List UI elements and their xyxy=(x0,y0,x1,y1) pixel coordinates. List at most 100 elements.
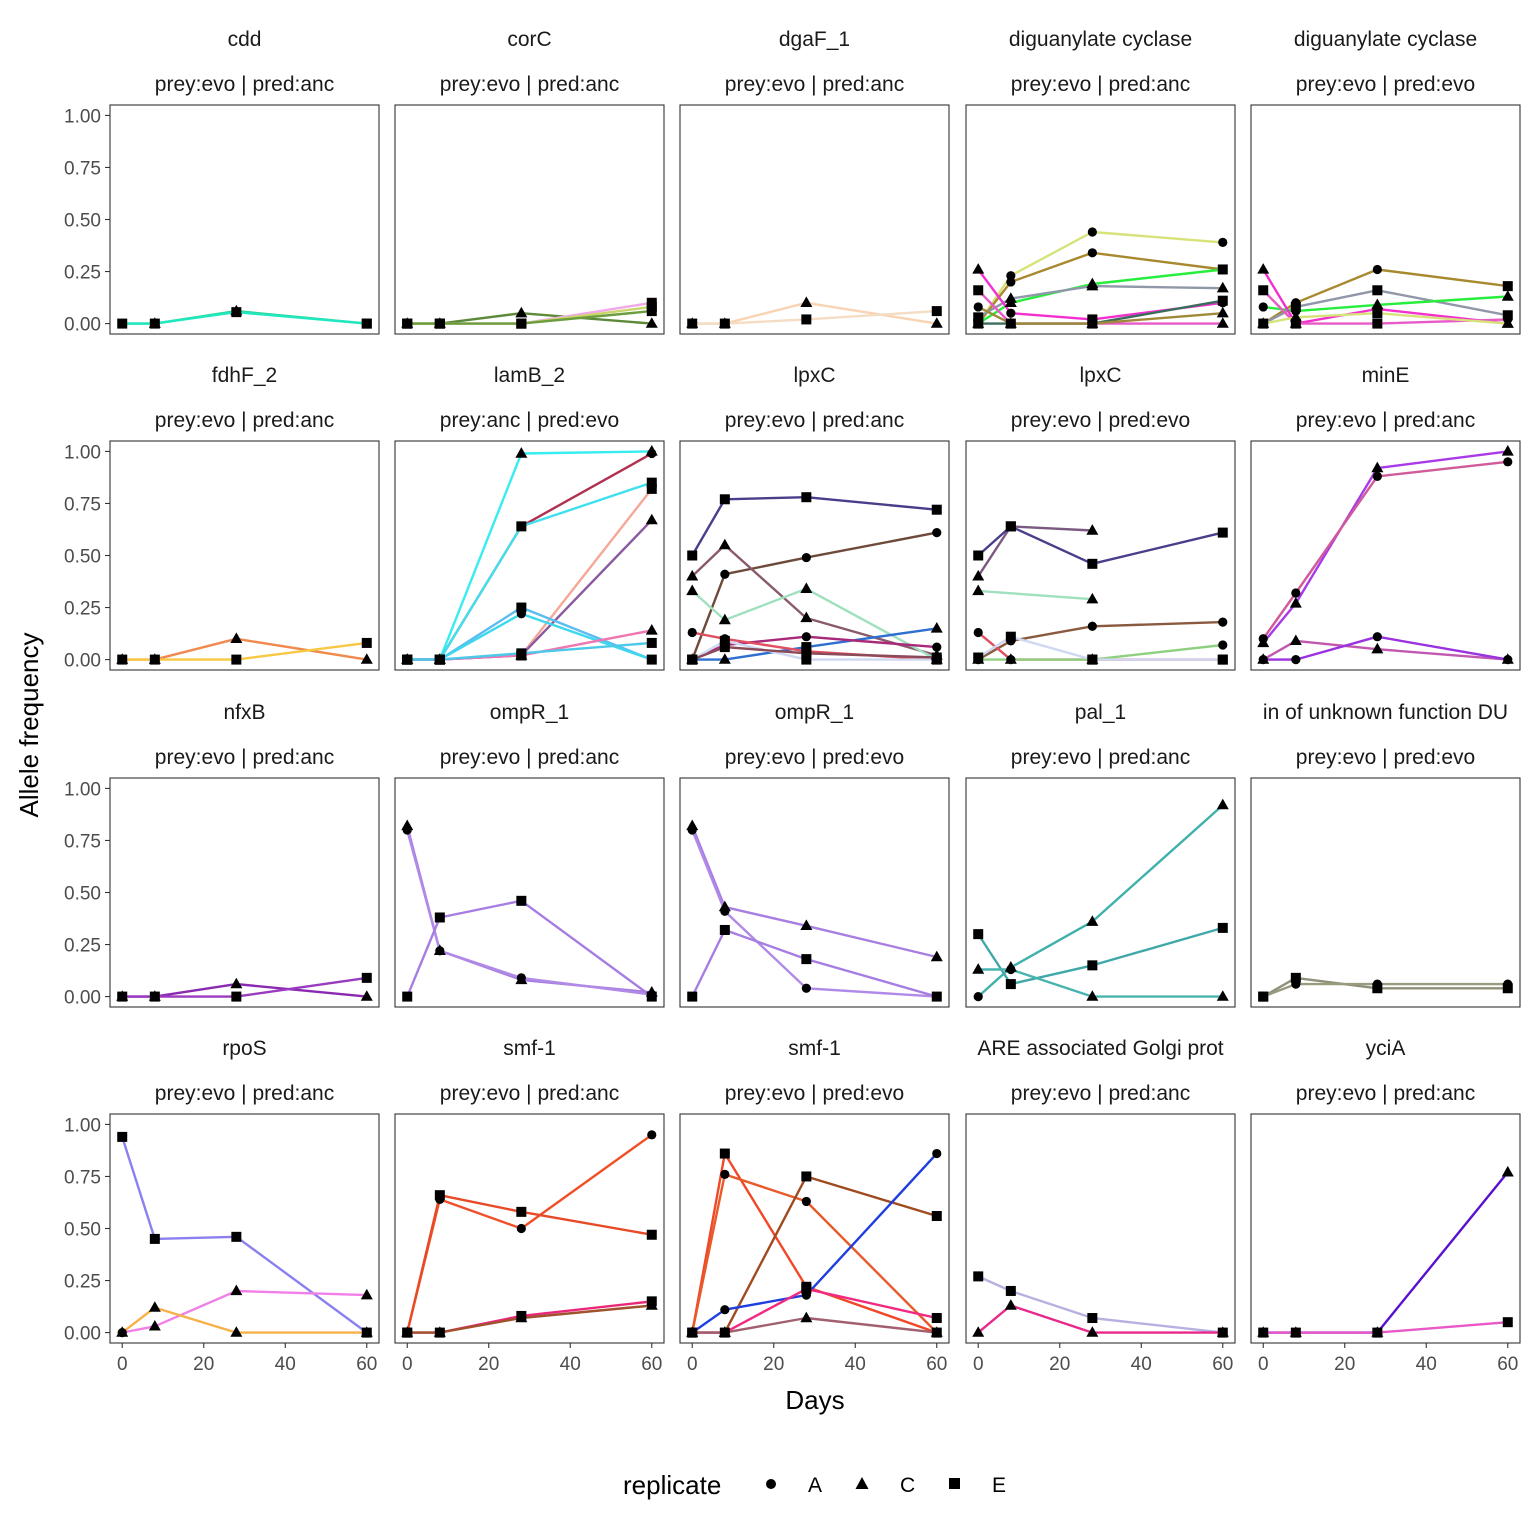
data-point-triangle xyxy=(972,963,985,974)
data-point-triangle xyxy=(930,1326,943,1337)
data-point-circle xyxy=(1006,964,1016,975)
data-point-square xyxy=(719,318,730,329)
data-point-square xyxy=(719,924,730,935)
facet-treatment-label: prey:evo | pred:anc xyxy=(1011,73,1190,96)
series-line xyxy=(692,309,937,325)
series-line xyxy=(691,1173,938,1334)
data-point-square xyxy=(719,1148,730,1159)
facet-gene-label: cdd xyxy=(228,28,262,51)
data-point-square xyxy=(801,648,812,659)
data-point-square xyxy=(801,314,812,325)
series-line xyxy=(691,928,938,998)
data-point-triangle xyxy=(645,624,658,635)
data-point-circle xyxy=(1503,979,1513,989)
data-point-triangle xyxy=(686,1326,699,1337)
data-point-square xyxy=(149,1233,160,1244)
facet-treatment-label: prey:evo | pred:anc xyxy=(440,746,619,769)
panel-border xyxy=(394,1113,665,1344)
data-point-square xyxy=(1005,631,1016,642)
data-point-triangle xyxy=(1086,279,1099,291)
x-tick-label: 60 xyxy=(1497,1354,1518,1375)
facet-treatment-label: prey:evo | pred:anc xyxy=(440,73,619,96)
data-point-circle xyxy=(1218,617,1228,627)
data-point-square xyxy=(149,654,160,665)
panel-content xyxy=(116,1131,373,1338)
data-point-triangle xyxy=(718,1326,731,1337)
facet-panel: cdd prey:evo | pred:anc 0.00 0.25 0.50 0.75 1.… xyxy=(64,28,380,336)
facet-treatment-label: prey:evo | pred:evo xyxy=(1296,73,1475,96)
y-tick-label: 0.75 xyxy=(64,1167,101,1188)
facet-gene-label: lpxC xyxy=(1079,364,1121,387)
data-point-triangle xyxy=(230,977,243,989)
data-point-triangle xyxy=(800,1311,813,1323)
data-point-square xyxy=(231,991,242,1002)
x-tick-label: 40 xyxy=(560,1354,581,1375)
series-line xyxy=(691,1152,938,1334)
data-point-circle xyxy=(1258,634,1268,644)
facet-gene-label: corC xyxy=(507,28,551,51)
legend-title: replicate xyxy=(623,1470,721,1500)
data-point-circle xyxy=(516,609,526,619)
data-point-circle xyxy=(1291,588,1301,598)
series-line xyxy=(407,1304,652,1334)
data-point-triangle xyxy=(1501,1165,1514,1177)
facet-gene-label: rpoS xyxy=(222,1037,266,1060)
facet-treatment-label: prey:evo | pred:anc xyxy=(440,1082,619,1105)
x-tick-label: 40 xyxy=(1131,1354,1152,1375)
data-point-triangle xyxy=(686,569,699,581)
data-point-triangle xyxy=(1004,292,1017,303)
data-point-square xyxy=(1217,295,1228,306)
panel-content xyxy=(116,632,373,665)
data-point-square xyxy=(801,492,812,503)
data-point-circle xyxy=(1087,248,1097,258)
data-point-triangle xyxy=(800,919,813,931)
data-point-triangle xyxy=(360,653,373,664)
series-line xyxy=(407,450,652,661)
data-point-circle xyxy=(932,528,942,538)
panel-border xyxy=(109,440,380,671)
data-point-square xyxy=(1087,654,1098,665)
data-point-triangle xyxy=(1501,317,1514,328)
data-point-circle xyxy=(687,627,697,638)
panel-border xyxy=(965,104,1236,335)
data-point-square xyxy=(973,929,984,940)
series-line xyxy=(692,627,937,661)
y-tick-label: 0.25 xyxy=(64,936,101,957)
data-point-triangle xyxy=(972,263,985,274)
y-tick-label: 0.50 xyxy=(64,1220,101,1241)
data-point-square xyxy=(117,654,128,665)
series-line xyxy=(121,1306,367,1334)
facet-treatment-label: prey:evo | pred:anc xyxy=(725,73,904,96)
data-point-circle xyxy=(1006,318,1016,329)
series-line xyxy=(691,531,938,661)
series-line xyxy=(406,1133,653,1333)
data-point-triangle xyxy=(148,1319,161,1331)
data-point-circle xyxy=(647,448,657,459)
series-line xyxy=(691,829,937,998)
y-tick-label: 1.00 xyxy=(64,106,101,127)
series-line xyxy=(977,804,1224,998)
panel-content xyxy=(401,297,658,329)
data-point-triangle xyxy=(800,296,813,307)
data-point-triangle xyxy=(1086,1326,1099,1337)
data-point-circle xyxy=(516,1223,526,1234)
x-tick-label: 0 xyxy=(1258,1354,1269,1375)
x-tick-label: 0 xyxy=(687,1354,698,1375)
data-point-triangle xyxy=(1216,317,1229,328)
y-tick-label: 0.00 xyxy=(64,1324,101,1345)
data-point-triangle xyxy=(515,306,528,318)
panel-content xyxy=(116,972,373,1002)
legend-label-a: A xyxy=(808,1474,822,1497)
data-point-square xyxy=(1005,979,1016,990)
series-line xyxy=(977,305,1223,325)
data-point-square xyxy=(402,318,413,329)
panel-border xyxy=(394,440,665,671)
data-point-circle xyxy=(1087,621,1097,631)
facet-panel: pal_1 prey:evo | pred:anc xyxy=(965,701,1236,1008)
facet-panel: diguanylate cyclase prey:evo | pred:evo xyxy=(1250,28,1521,335)
series-line xyxy=(978,589,1093,601)
data-point-triangle xyxy=(1004,1299,1017,1310)
panel-content xyxy=(1257,445,1514,665)
facet-gene-label: lpxC xyxy=(793,364,835,387)
facet-treatment-label: prey:evo | pred:anc xyxy=(155,746,334,769)
